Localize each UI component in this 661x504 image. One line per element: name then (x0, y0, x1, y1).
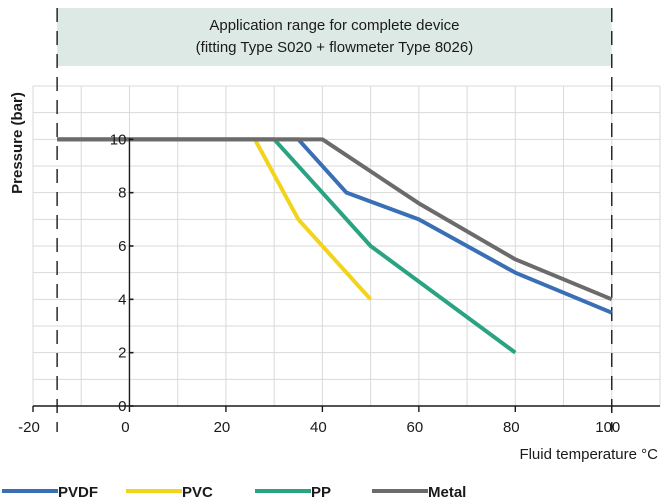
legend-item-metal: Metal (372, 484, 466, 501)
banner-line-2: (fitting Type S020 + flowmeter Type 8026… (196, 39, 474, 56)
x-tick-label: 100 (595, 419, 620, 436)
y-tick-label: 0 (118, 398, 126, 415)
x-tick-label: 20 (214, 419, 231, 436)
y-tick-label: 2 (118, 345, 126, 362)
x-tick-label: 0 (121, 419, 129, 436)
y-tick-label: 4 (118, 291, 126, 308)
axes (32, 138, 660, 412)
legend-item-pvdf: PVDF (2, 484, 98, 501)
legend: PVDF PVC PP Metal (2, 484, 466, 501)
legend-label: PVDF (58, 484, 98, 501)
legend-label: PVC (182, 484, 213, 501)
y-tick-label: 8 (118, 185, 126, 202)
x-tick-label: 60 (407, 419, 424, 436)
y-tick-label: 10 (110, 131, 127, 148)
y-axis-title: Pressure (bar) (9, 92, 26, 194)
series-lines (57, 137, 613, 355)
banner-line-1: Application range for complete device (209, 17, 459, 34)
x-tick-label: 40 (310, 419, 327, 436)
range-limit-lines (56, 8, 613, 432)
application-range-banner: Application range for complete device (f… (57, 8, 612, 66)
legend-item-pvc: PVC (126, 484, 213, 501)
legend-label: PP (311, 484, 331, 501)
x-axis-title: Fluid temperature °C (519, 446, 658, 463)
x-tick-label: -20 (18, 419, 40, 436)
legend-label: Metal (428, 484, 466, 501)
x-tick-labels: -20 0 20 40 60 80 100 (18, 419, 620, 436)
series-line-metal (57, 137, 613, 302)
y-tick-labels: 0 2 4 6 8 10 (110, 131, 127, 415)
banner-background (57, 8, 612, 66)
grid (32, 85, 661, 407)
legend-item-pp: PP (255, 484, 331, 501)
y-tick-label: 6 (118, 238, 126, 255)
series-line-pvdf (57, 137, 613, 315)
x-tick-label: 80 (503, 419, 520, 436)
